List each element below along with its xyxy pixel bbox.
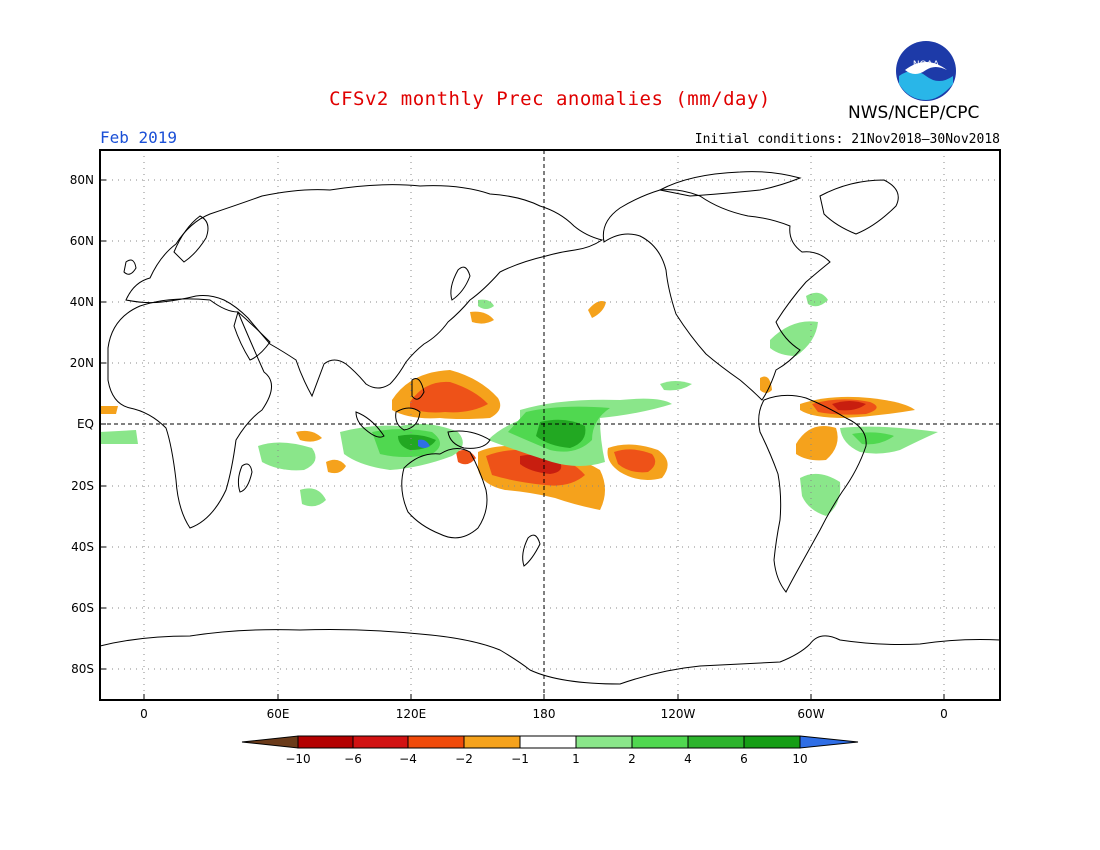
wet-anomaly-atlantic (840, 426, 938, 454)
coast-japan (450, 266, 471, 301)
colorbar-swatch-0 (241, 735, 299, 749)
colorbar-swatch-10 (799, 735, 859, 749)
dry-anomaly-indian (296, 430, 322, 442)
dry-anomaly-china (470, 311, 494, 324)
coast-sumatra (355, 411, 385, 438)
coast-newguinea (447, 430, 491, 449)
coast-arabia (233, 311, 271, 361)
lat-label-40n: 40N (69, 295, 94, 309)
colorbar-swatch-8 (687, 735, 745, 749)
coast-eurasia (125, 184, 604, 398)
coast-africa (107, 298, 272, 529)
lat-label-60n: 60N (69, 234, 94, 248)
colorbar-label-4: −1 (511, 752, 529, 766)
colorbar-swatch-4 (463, 735, 521, 749)
colorbar-label-0: −10 (285, 752, 311, 766)
dry-anomaly-west (100, 406, 118, 414)
coast-borneo (395, 407, 421, 431)
colorbar-label-8: 6 (740, 752, 748, 766)
dry-anomaly-central-pacific-core (614, 449, 656, 473)
wet-anomaly-north-atlantic (806, 292, 828, 307)
dry-anomaly-brazil (796, 426, 838, 461)
forecast-month: Feb 2019 (100, 128, 178, 147)
coast-uk (123, 259, 137, 275)
coast-north-america (602, 189, 831, 401)
lon-label-180: 180 (532, 707, 556, 721)
map-frame (99, 149, 1001, 701)
coast-scandinavia (173, 215, 209, 263)
coast-greenland (819, 179, 899, 235)
coastlines (99, 171, 1001, 685)
wet-anomaly-caribbean (770, 321, 818, 356)
colorbar-swatch-6 (575, 735, 633, 749)
colorbar-swatch-9 (743, 735, 801, 749)
colorbar (241, 735, 859, 749)
dry-anomaly-philippines-core (410, 381, 488, 413)
lon-label-120w: 120W (660, 707, 696, 721)
coast-arctic-islands (658, 171, 802, 197)
colorbar-label-9: 10 (792, 752, 808, 766)
wet-anomaly-indian-ocean-2 (300, 488, 326, 507)
lon-label-0-east: 0 (940, 707, 948, 721)
colorbar-label-7: 4 (684, 752, 692, 766)
graticule (100, 150, 1000, 700)
wet-anomaly-pacific-core (536, 419, 586, 448)
lon-label-60e: 60E (266, 707, 290, 721)
coast-newzealand (522, 534, 541, 567)
coast-australia (401, 448, 488, 539)
lat-label-60s: 60S (71, 601, 94, 615)
dry-anomaly-north-pacific (588, 301, 606, 318)
dry-anomaly-indian-2 (326, 459, 346, 474)
initial-conditions: Initial conditions: 21Nov2018–30Nov2018 (694, 132, 1000, 147)
lat-label-eq: EQ (76, 417, 94, 431)
map-title: CFSv2 monthly Prec anomalies (mm/day) (329, 88, 771, 110)
lat-label-80s: 80S (71, 662, 94, 676)
wet-anomaly-indian-ocean (258, 442, 316, 471)
dry-anomaly-guinea-strong (832, 401, 866, 411)
coast-antarctica (99, 629, 1001, 685)
wet-anomaly-nw-pacific (478, 299, 494, 309)
colorbar-label-6: 2 (628, 752, 636, 766)
coast-philippines (411, 378, 425, 400)
coast-madagascar (237, 463, 253, 493)
coast-south-america (758, 394, 867, 593)
colorbar-label-5: 1 (572, 752, 580, 766)
colorbar-swatch-7 (631, 735, 689, 749)
wet-anomaly-pacific-north (660, 381, 692, 391)
lat-label-80n: 80N (69, 173, 94, 187)
axis-ticks (100, 179, 945, 700)
wet-anomaly-indonesia-extreme (418, 439, 430, 448)
lat-label-20s: 20S (71, 479, 94, 493)
colorbar-label-3: −2 (455, 752, 473, 766)
lon-label-0-west: 0 (140, 707, 148, 721)
logo-text: NOAA (913, 60, 940, 70)
lat-label-20n: 20N (69, 356, 94, 370)
lon-label-60w: 60W (797, 707, 825, 721)
lat-label-40s: 40S (71, 540, 94, 554)
colorbar-swatch-5 (519, 735, 577, 749)
colorbar-label-2: −4 (399, 752, 417, 766)
wet-anomaly-south-america (800, 473, 841, 516)
agency-label: NWS/NCEP/CPC (848, 103, 980, 123)
colorbar-label-1: −6 (344, 752, 362, 766)
colorbar-swatch-2 (352, 735, 409, 749)
wet-anomaly-west (100, 430, 138, 444)
colorbar-swatch-3 (407, 735, 465, 749)
noaa-logo-icon: NOAA (896, 41, 956, 101)
wet-anomaly-atlantic-mid (852, 432, 894, 445)
lon-label-120e: 120E (395, 707, 427, 721)
colorbar-swatch-1 (297, 735, 354, 749)
dry-anomaly-mexico (760, 376, 772, 393)
reference-lines (100, 150, 1000, 700)
anomaly-fields (100, 292, 938, 516)
